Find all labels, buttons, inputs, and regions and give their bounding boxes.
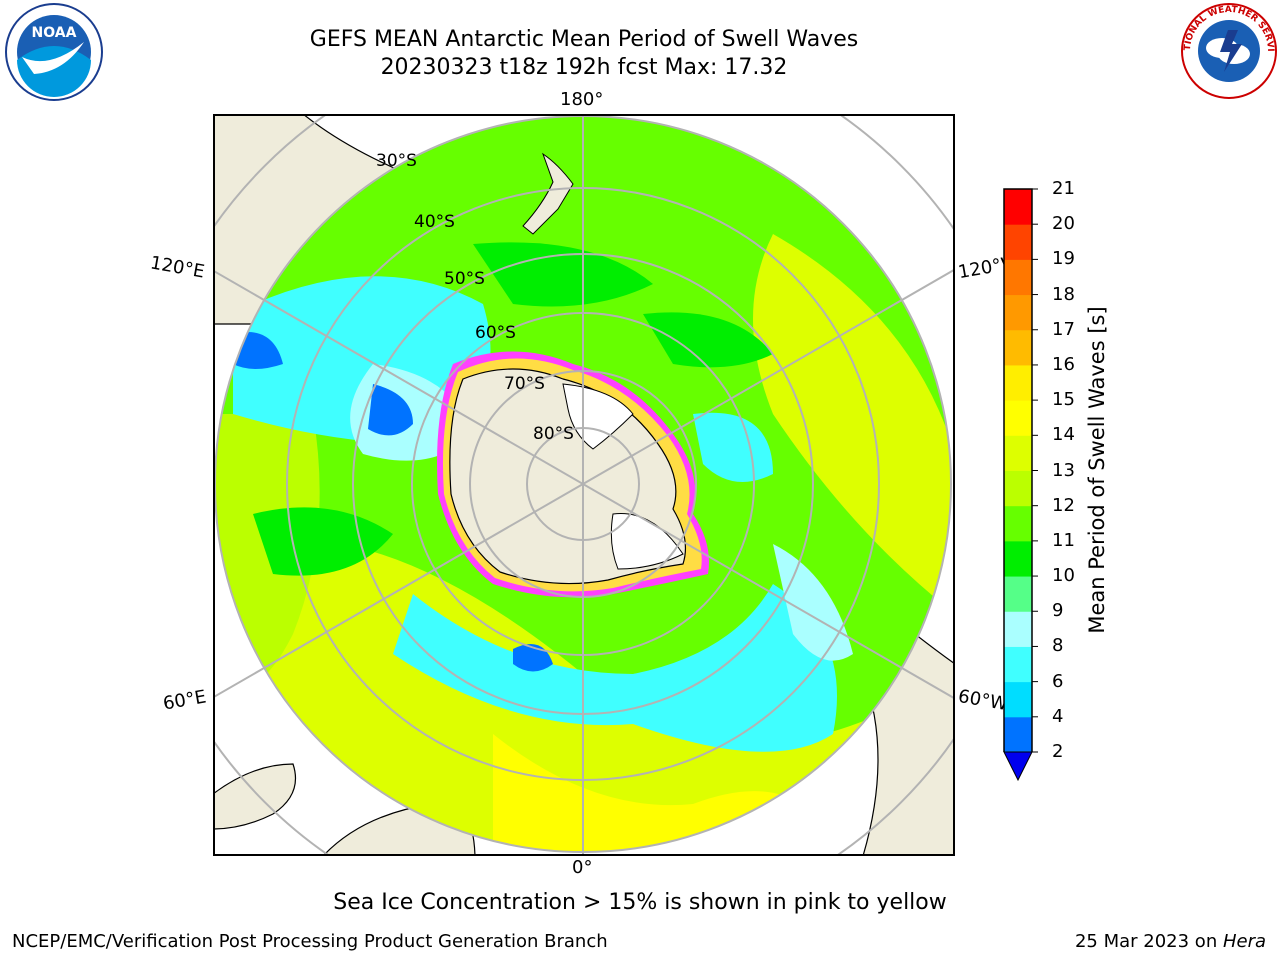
colorbar-tick-label: 19	[1052, 248, 1075, 270]
colorbar-swatch	[1004, 611, 1032, 647]
colorbar-tick-label: 6	[1052, 670, 1064, 692]
new-zealand-land	[522, 152, 574, 235]
footer-host: Hera	[1222, 931, 1266, 952]
footer-credit: NCEP/EMC/Verification Post Processing Pr…	[12, 931, 608, 952]
lon-label-120e: 120°E	[148, 252, 207, 283]
madagascar-land	[214, 763, 297, 830]
lat-label-30s: 30°S	[376, 151, 417, 171]
lon-label-180: 180°	[560, 89, 604, 110]
colorbar-tick-label: 11	[1052, 529, 1075, 551]
colorbar-swatch	[1004, 435, 1032, 471]
colorbar-tick-label: 12	[1052, 494, 1075, 516]
colorbar-tick-label: 18	[1052, 283, 1075, 305]
map-subtitle: 20230323 t18z 192h fcst Max: 17.32	[380, 55, 788, 80]
lat-label-60s: 60°S	[475, 323, 516, 343]
colorbar-swatch	[1004, 646, 1032, 683]
colorbar-tick-label: 9	[1052, 600, 1064, 622]
lat-label-40s: 40°S	[414, 212, 455, 232]
colorbar-tick-label: 17	[1052, 318, 1075, 340]
map-frame	[213, 114, 955, 856]
footer-date: 25 Mar 2023 on Hera	[1075, 931, 1266, 952]
colorbar-tick-label: 13	[1052, 459, 1075, 481]
sea-ice-note: Sea Ice Concentration > 15% is shown in …	[333, 890, 947, 915]
colorbar-swatch	[1004, 189, 1032, 225]
footer-date-text: 25 Mar 2023 on	[1074, 931, 1223, 952]
lon-label-0: 0°	[572, 857, 593, 878]
colorbar-swatch	[1004, 576, 1032, 612]
colorbar-tick-label: 4	[1052, 705, 1064, 727]
map-title: GEFS MEAN Antarctic Mean Period of Swell…	[309, 27, 859, 52]
colorbar-swatch	[1004, 505, 1032, 542]
colorbar-ticks: 2 4 6 8 9 10 11 12 13 14 15 16 17 18 19 20 21	[1052, 0, 1092, 960]
colorbar-swatch	[1004, 540, 1032, 577]
colorbar-swatch	[1004, 470, 1032, 507]
colorbar-swatch	[1004, 364, 1032, 401]
colorbar-tick-label: 8	[1052, 635, 1064, 657]
lat-label-50s: 50°S	[444, 269, 485, 289]
colorbar-swatch	[1004, 681, 1032, 718]
colorbar-swatch	[1004, 259, 1032, 296]
colorbar-tick-label: 21	[1052, 178, 1075, 199]
colorbar-tick-label: 20	[1052, 213, 1075, 235]
colorbar-tick-label: 10	[1052, 565, 1075, 587]
lat-label-70s: 70°S	[504, 374, 545, 394]
lat-label-80s: 80°S	[533, 424, 574, 444]
colorbar-extend-arrow	[1003, 751, 1033, 782]
polar-map	[213, 114, 955, 856]
colorbar-tick-label: 2	[1052, 741, 1064, 762]
noaa-logo: NOAA	[5, 3, 103, 101]
colorbar-tick-label: 15	[1052, 389, 1075, 411]
nws-logo: NATIONAL WEATHER SERVICE	[1180, 2, 1277, 99]
colorbar-tick-label: 16	[1052, 353, 1075, 375]
svg-text:NOAA: NOAA	[32, 25, 77, 41]
colorbar	[1003, 188, 1038, 782]
colorbar-swatch	[1004, 224, 1032, 260]
colorbar-swatch	[1004, 329, 1032, 366]
lon-label-60e: 60°E	[161, 686, 208, 715]
colorbar-swatch	[1004, 294, 1032, 331]
colorbar-swatch	[1004, 716, 1032, 753]
colorbar-swatch	[1004, 400, 1032, 436]
colorbar-label: Mean Period of Swell Waves [s]	[1085, 306, 1109, 634]
colorbar-tick-label: 14	[1052, 424, 1075, 446]
